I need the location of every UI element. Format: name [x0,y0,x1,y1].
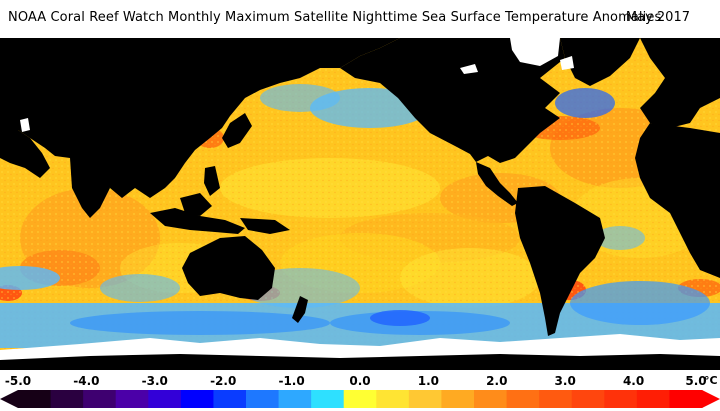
madagascar [712,236,720,263]
colorbar-segment [441,390,475,408]
colorbar-tick-label: 2.0 [486,374,508,388]
colorbar-segment [669,390,703,408]
japan [222,113,252,148]
arabia [0,130,50,178]
colorbar-segment [408,390,442,408]
colorbar-unit: °C [704,374,718,387]
sst-anomaly-map [0,38,720,370]
colorbar-tick-label: -5.0 [4,374,32,388]
colorbar-max-arrow [702,390,720,408]
philippines [204,166,220,196]
colorbar-tick-label: 0.0 [349,374,371,388]
colorbar-segment [539,390,573,408]
colorbar-segment [50,390,84,408]
antarctica [0,354,720,370]
colorbar-tick-label: -1.0 [278,374,305,388]
colorbar-segment [246,390,280,408]
borneo [180,193,212,216]
land-masses [0,38,720,336]
colorbar-tick-label: -4.0 [73,374,100,388]
colorbar-segment [278,390,312,408]
colorbar-legend: -5.0 -4.0 -3.0 -2.0 -1.0 0.0 1.0 2.0 3.0 4.0 5.0 °… [0,370,720,411]
greenland [560,38,640,86]
colorbar-segment [83,390,117,408]
new-guinea [240,218,290,234]
map-date: May 2017 [625,10,690,25]
colorbar-tick-label: -3.0 [141,374,168,388]
colorbar-segment [506,390,540,408]
colorbar-segment [343,390,377,408]
colorbar-segment [213,390,247,408]
europe-east [640,38,720,128]
colorbar-tick-label: 5.0 [685,374,707,388]
colorbar-tick-label: -2.0 [210,374,237,388]
colorbar-segment [180,390,214,408]
new-zealand [292,296,308,323]
colorbar-min-arrow [0,390,18,408]
map-title: NOAA Coral Reef Watch Monthly Maximum Sa… [8,10,662,25]
colorbar-segment [474,390,508,408]
colorbar-segment [148,390,182,408]
colorbar-segment [604,390,638,408]
colorbar-segment [18,390,52,408]
colorbar-segment [115,390,149,408]
colorbar-tick-label: 1.0 [417,374,440,388]
australia [182,236,275,300]
colorbar-segment [376,390,410,408]
eurasia [0,38,400,198]
colorbar-segment [571,390,605,408]
colorbar-segment [311,390,345,408]
central-america [476,162,518,206]
north-america [340,38,565,163]
colorbar-segment [636,390,670,408]
africa [635,123,720,278]
colorbar-tick-label: 3.0 [554,374,576,388]
south-america [515,186,605,336]
title-bar: NOAA Coral Reef Watch Monthly Maximum Sa… [0,0,720,38]
indonesia [150,208,245,234]
sea-ice [20,38,574,132]
colorbar [0,390,720,408]
india [70,158,110,218]
colorbar-tick-label: 4.0 [622,374,645,388]
